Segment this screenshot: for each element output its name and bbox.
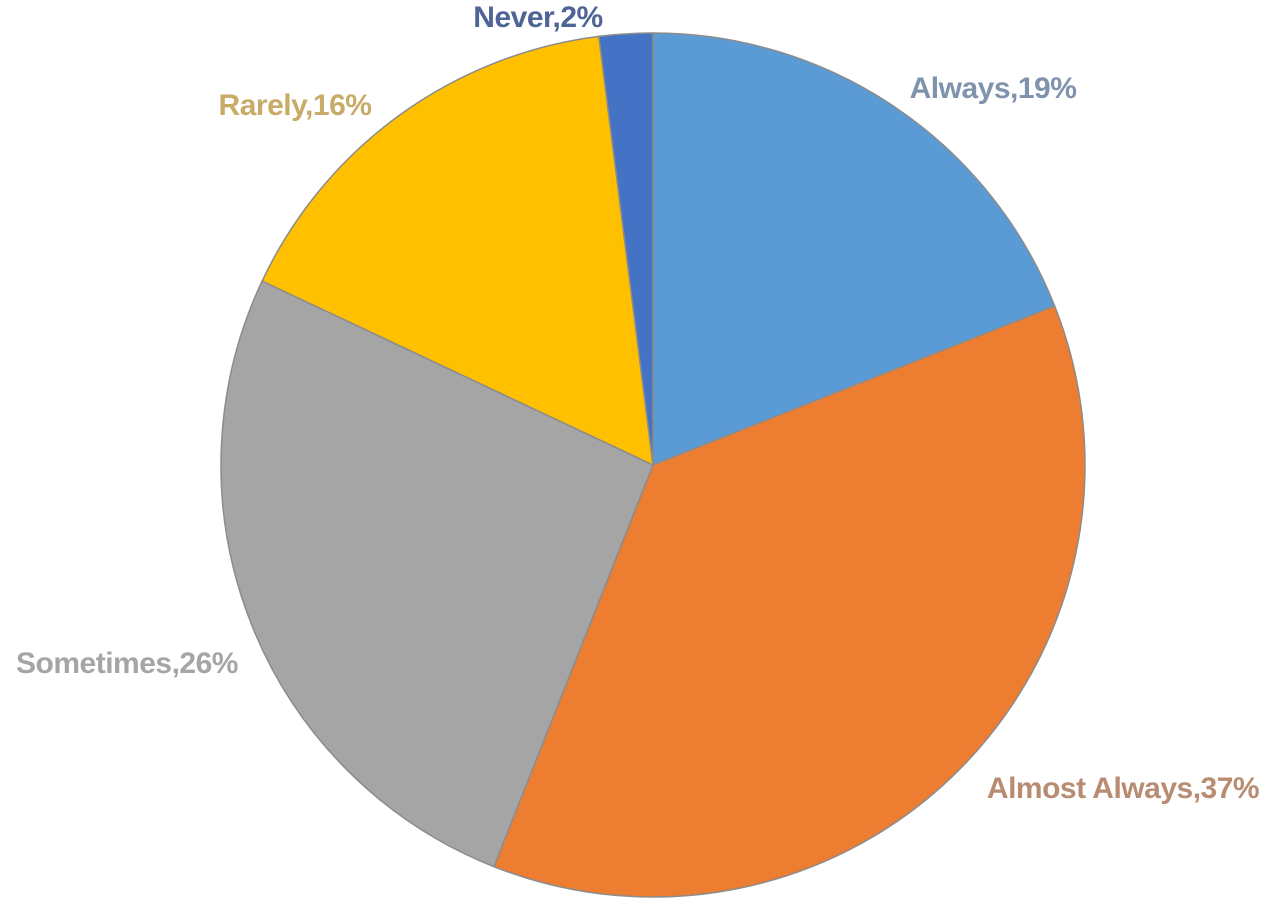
pie-slices [220,32,1086,898]
data-label-rarely: Rarely,16% [219,89,372,122]
data-label-always: Always,19% [910,72,1077,105]
data-label-almost-always: Almost Always,37% [987,772,1259,805]
pie-slice-almost-always [492,304,1086,898]
pie-slice-rarely [261,35,654,467]
pie-slice-never [598,32,654,466]
data-labels: Always,19% Almost Always,37% Sometimes,26%… [16,1,1260,805]
pie-slice-always [652,32,1056,467]
pie-slice-sometimes [220,280,654,868]
data-label-sometimes: Sometimes,26% [16,647,238,680]
data-label-never: Never,2% [473,1,602,34]
